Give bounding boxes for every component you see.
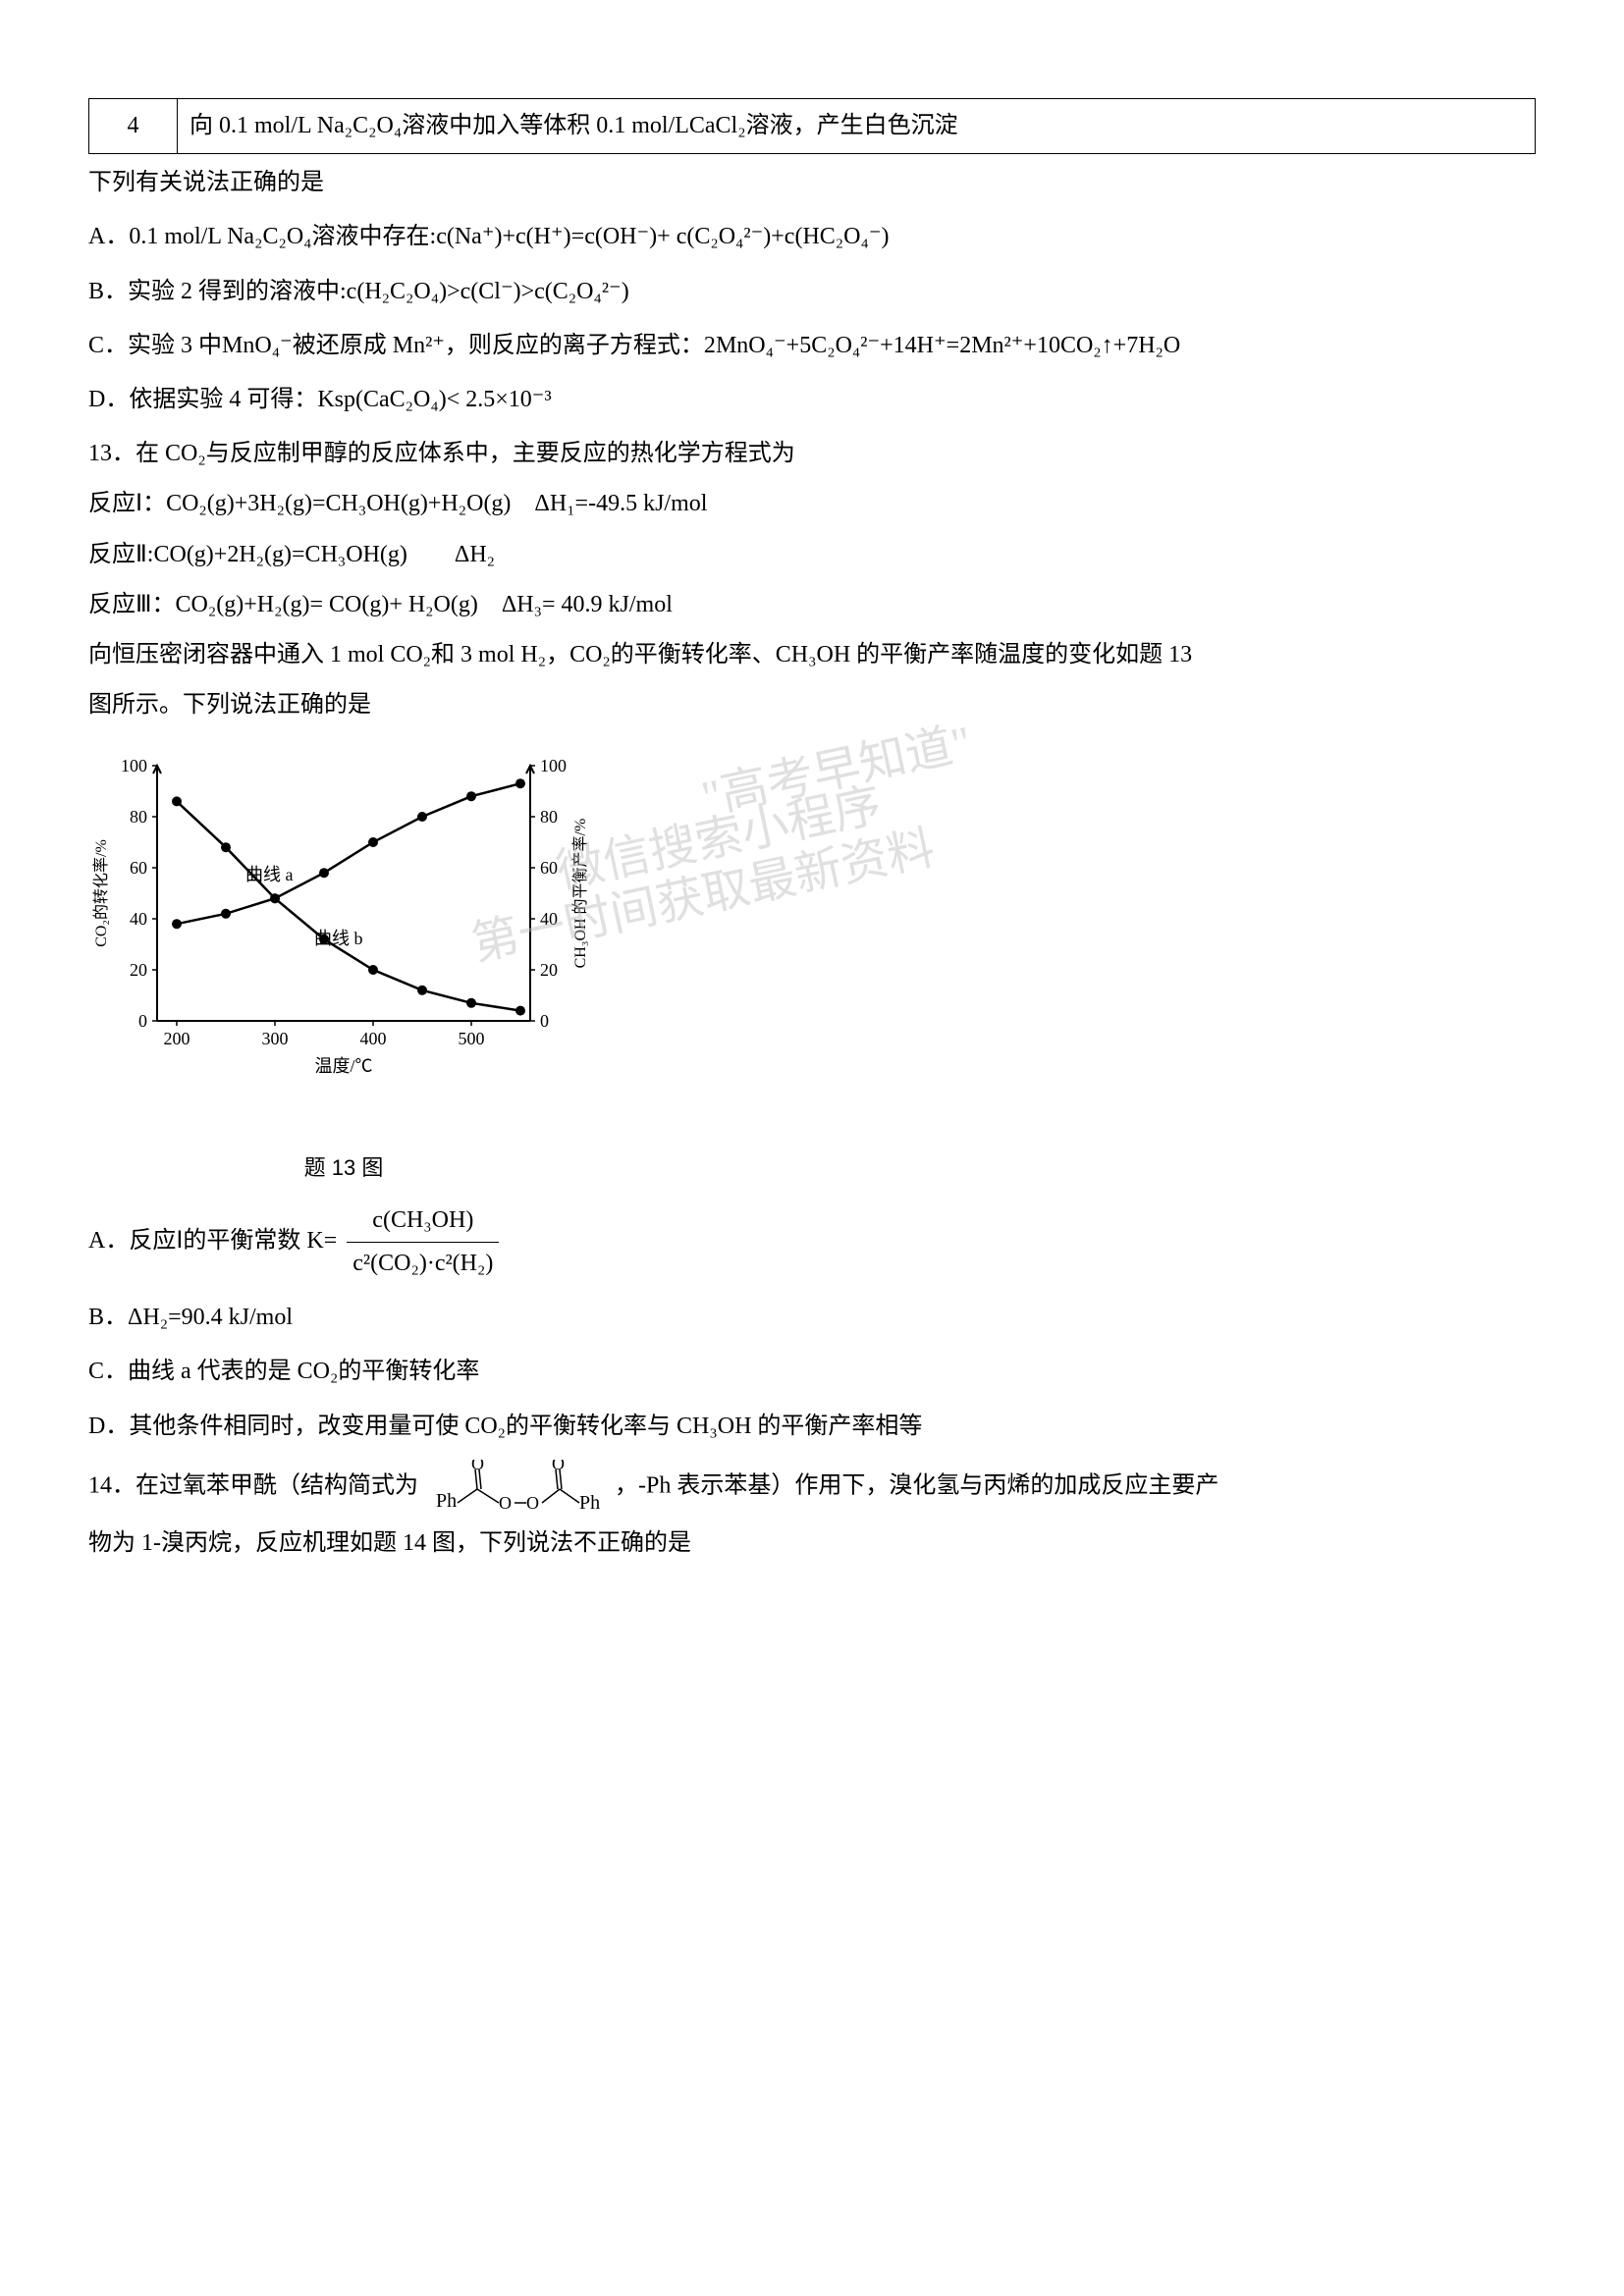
formula-mno4: MnO₄⁻: [716, 333, 786, 358]
svg-text:80: 80: [130, 807, 147, 827]
svg-text:20: 20: [130, 960, 147, 980]
formula-c2o4: C₂O₄²⁻: [811, 333, 880, 358]
formula-hc2o4: HC₂O₄⁻: [802, 224, 881, 249]
svg-text:60: 60: [540, 858, 558, 878]
svg-text:20: 20: [540, 960, 558, 980]
table-row-4: 4 向 0.1 mol/L Na₂C₂O₄溶液中加入等体积 0.1 mol/LC…: [88, 98, 1536, 154]
svg-text:100: 100: [121, 756, 147, 775]
table-cell-content: 向 0.1 mol/L Na₂C₂O₄溶液中加入等体积 0.1 mol/LCaC…: [178, 99, 1535, 153]
q13-option-d: D．其他条件相同时，改变用量可使 CO₂的平衡转化率与 CH₃OH 的平衡产率相…: [88, 1406, 1536, 1448]
svg-text:400: 400: [360, 1029, 387, 1048]
o-label-4: O: [552, 1460, 565, 1473]
text: C．实验 3 中: [88, 333, 222, 358]
fraction-denominator: c²(CO₂)·c²(H₂): [347, 1243, 499, 1285]
table-cell-number: 4: [89, 99, 178, 153]
q12-option-b: B．实验 2 得到的溶液中:c(H₂C₂O₄)>c(Cl⁻)>c(C₂O₄²⁻): [88, 271, 1536, 313]
q13-line4: 反应Ⅲ：CO₂(g)+H₂(g)= CO(g)+ H₂O(g) ΔH₃= 40.…: [88, 584, 1536, 626]
q13-line3: 反应Ⅱ:CO(g)+2H₂(g)=CH₃OH(g) ΔH₂: [88, 534, 1536, 576]
q12-prompt: 下列有关说法正确的是: [88, 162, 1536, 204]
formula-c2o4: C₂O₄²⁻: [694, 224, 763, 249]
formula-mno4: MnO₄⁻: [222, 333, 293, 358]
text: 14．在过氧苯甲酰（结构简式为: [88, 1472, 418, 1498]
svg-text:温度/℃: 温度/℃: [314, 1056, 372, 1076]
text: +5: [786, 333, 812, 358]
svg-text:0: 0: [138, 1011, 147, 1031]
chart-caption: 题 13 图: [206, 1148, 481, 1188]
svg-text:0: 0: [540, 1011, 549, 1031]
svg-text:60: 60: [130, 858, 147, 878]
svg-text:40: 40: [540, 909, 558, 929]
text: ): [622, 279, 629, 304]
peroxide-structure: Ph O O O O Ph: [428, 1460, 605, 1515]
o-label-2: O: [499, 1493, 512, 1513]
formula-c2o4: C₂O₄²⁻: [553, 279, 622, 304]
q14-line2: 物为 1-溴丙烷，反应机理如题 14 图，下列说法不正确的是: [88, 1522, 1536, 1565]
text: ，-Ph 表示苯基）作用下，溴化氢与丙烯的加成反应主要产: [615, 1472, 1218, 1498]
q13-line2: 反应Ⅰ：CO₂(g)+3H₂(g)=CH₃OH(g)+H₂O(g) ΔH₁=-4…: [88, 483, 1536, 525]
ph-right-label: Ph: [579, 1492, 600, 1514]
q14-line1: 14．在过氧苯甲酰（结构简式为 Ph O O O O Ph ，-Ph 表示苯基）…: [88, 1460, 1536, 1515]
q13-option-a: A．反应Ⅰ的平衡常数 K= c(CH₃OH) c²(CO₂)·c²(H₂): [88, 1200, 1536, 1285]
q13-option-b: B．ΔH₂=90.4 kJ/mol: [88, 1297, 1536, 1339]
chart-svg: 0 20 40 60 80 100 0 20 40 60 80 100 200 300 400 500 温度/℃…: [88, 746, 599, 1080]
watermark-line1: "高考早知道": [696, 711, 978, 832]
ph-left-label: Ph: [436, 1490, 457, 1512]
text: B．实验 2 得到的溶液中:c(H₂C₂O₄)>c(Cl⁻)>c(: [88, 279, 553, 304]
svg-text:200: 200: [164, 1029, 190, 1048]
text: A．反应Ⅰ的平衡常数 K=: [88, 1228, 337, 1254]
svg-text:500: 500: [459, 1029, 485, 1048]
q13-line5: 向恒压密闭容器中通入 1 mol CO₂和 3 mol H₂，CO₂的平衡转化率…: [88, 634, 1536, 676]
o-label-3: O: [526, 1493, 539, 1513]
q13-option-c: C．曲线 a 代表的是 CO₂的平衡转化率: [88, 1351, 1536, 1393]
q12-option-d: D．依据实验 4 可得：Ksp(CaC₂O₄)< 2.5×10⁻³: [88, 379, 1536, 421]
chart-container: 0 20 40 60 80 100 0 20 40 60 80 100 200 300 400 500 温度/℃…: [88, 746, 1070, 1139]
svg-text:CH₃OH 的平衡产率/%: CH₃OH 的平衡产率/%: [571, 819, 589, 969]
q12-option-c: C．实验 3 中MnO₄⁻被还原成 Mn²⁺，则反应的离子方程式：2MnO₄⁻+…: [88, 325, 1536, 367]
svg-text:100: 100: [540, 756, 567, 775]
svg-text:曲线 b: 曲线 b: [314, 929, 363, 948]
q12-option-a: A．0.1 mol/L Na₂C₂O₄溶液中存在:c(Na⁺)+c(H⁺)=c(…: [88, 216, 1536, 258]
text: +14H⁺=2Mn²⁺+10CO₂↑+7H₂O: [880, 333, 1180, 358]
text: 被还原成 Mn²⁺，则反应的离子方程式：2: [293, 333, 716, 358]
text: )+c(: [763, 224, 802, 249]
svg-text:300: 300: [262, 1029, 289, 1048]
q13-line1: 13．在 CO₂与反应制甲醇的反应体系中，主要反应的热化学方程式为: [88, 433, 1536, 475]
svg-text:40: 40: [130, 909, 147, 929]
o-label-1: O: [471, 1460, 484, 1473]
svg-text:80: 80: [540, 807, 558, 827]
q13-line6: 图所示。下列说法正确的是: [88, 684, 1536, 726]
svg-text:CO₂的转化率/%: CO₂的转化率/%: [92, 839, 110, 947]
text: A．0.1 mol/L Na₂C₂O₄溶液中存在:c(Na⁺)+c(H⁺)=c(…: [88, 224, 694, 249]
text: ): [882, 224, 890, 249]
fraction-numerator: c(CH₃OH): [347, 1200, 499, 1243]
watermark-line2: 微信搜索小程序: [551, 752, 987, 906]
fraction: c(CH₃OH) c²(CO₂)·c²(H₂): [347, 1200, 499, 1285]
